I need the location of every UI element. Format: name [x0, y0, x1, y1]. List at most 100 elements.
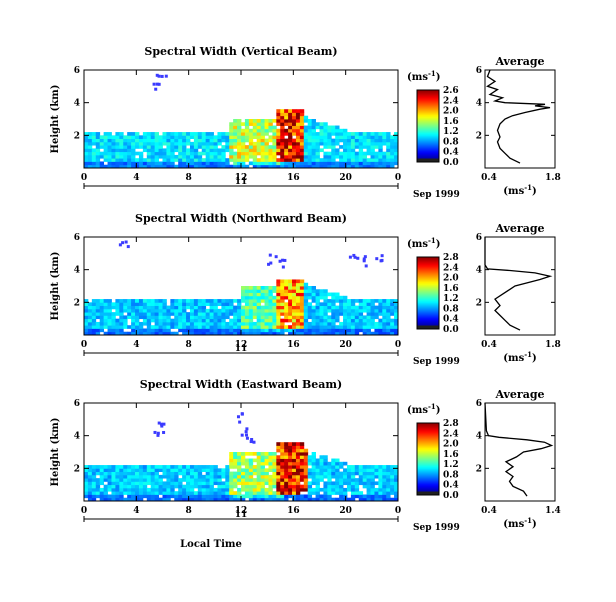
heatmap-cell [276, 135, 281, 139]
heatmap-cell [237, 328, 242, 333]
heatmap-cell [225, 299, 230, 303]
heatmap-cell [354, 158, 360, 162]
heatmap-cell [209, 321, 214, 326]
x-tick-label: 0 [395, 340, 401, 350]
heatmap-cell [335, 325, 340, 329]
heatmap-cell [154, 465, 159, 469]
heatmap-cell [135, 474, 140, 479]
colorbar-swatch [417, 475, 439, 478]
heatmap-cell [193, 321, 199, 326]
heatmap-cell [268, 289, 273, 293]
heatmap-cell [127, 487, 132, 492]
heatmap-cell [111, 318, 116, 323]
heatmap-cell [319, 305, 324, 310]
heatmap-cell [354, 491, 360, 495]
heatmap-cell [186, 478, 191, 482]
heatmap-cell [213, 465, 218, 469]
heatmap-cell [280, 292, 285, 297]
heatmap-cell [237, 478, 242, 482]
heatmap-cell [268, 151, 273, 156]
heatmap-cell [103, 491, 108, 495]
heatmap-cell [288, 458, 293, 463]
heatmap-cell [284, 497, 289, 502]
heatmap-cell [252, 122, 258, 126]
heatmap-cell [154, 312, 159, 316]
heatmap-cell [158, 135, 163, 139]
heatmap-cell [256, 305, 262, 310]
heatmap-cell [186, 315, 191, 320]
heatmap-cell [386, 331, 391, 336]
heatmap-cell [205, 474, 211, 479]
heatmap-cell [201, 484, 207, 489]
heatmap-cell [346, 471, 352, 476]
heatmap-cell [229, 138, 234, 143]
heatmap-cell [221, 481, 226, 486]
heatmap-cell [362, 468, 368, 472]
heatmap-cell [280, 286, 285, 290]
heatmap-cell [382, 478, 387, 482]
heatmap-cell [295, 458, 301, 463]
heatmap-cell [154, 164, 159, 169]
heatmap-cell [280, 308, 285, 313]
heatmap-cell [197, 138, 203, 143]
heatmap-cell [115, 308, 120, 313]
heatmap-cell [370, 484, 375, 489]
heatmap-cell [366, 315, 371, 320]
heatmap-cell [350, 487, 356, 492]
heatmap-cell [268, 286, 273, 290]
heatmap-cell [386, 497, 391, 502]
x-tick-label: 0 [81, 173, 87, 183]
heatmap-cell [178, 148, 183, 153]
heatmap-cell [331, 295, 336, 300]
heatmap-cell [170, 465, 175, 469]
echo-speck [353, 255, 357, 259]
heatmap-cell [276, 455, 281, 459]
heatmap-cell [292, 154, 297, 159]
colorbar-swatch [417, 287, 439, 290]
heatmap-cell [193, 478, 199, 482]
heatmap-cell [323, 461, 328, 466]
heatmap-cell [123, 158, 128, 162]
heatmap-cell [131, 158, 136, 162]
heatmap-cell [299, 145, 305, 149]
heatmap-cell [264, 289, 269, 293]
echo-speck [245, 427, 249, 431]
heatmap-cell [154, 471, 159, 476]
chart-panel-2: Spectral Width (Eastward Beam)642Height … [50, 378, 561, 550]
heatmap-cell [127, 305, 132, 310]
heatmap-cell [327, 328, 332, 333]
heatmap-cell [248, 154, 254, 159]
heatmap-cell [123, 318, 128, 323]
heatmap-cell [193, 484, 199, 489]
average-y-tick-label: 6 [476, 66, 482, 76]
heatmap-cell [303, 135, 309, 139]
heatmap-cell [138, 299, 144, 303]
heatmap-cell [299, 468, 305, 472]
heatmap-cell [229, 487, 234, 492]
heatmap-cell [295, 487, 301, 492]
heatmap-cell [107, 325, 112, 329]
heatmap-cell [307, 148, 313, 153]
heatmap-cell [370, 132, 375, 136]
heatmap-cell [299, 286, 305, 290]
heatmap-cell [295, 442, 301, 446]
heatmap-cell [209, 465, 214, 469]
heatmap-cell [378, 491, 383, 495]
heatmap-cell [237, 318, 242, 323]
heatmap-cell [248, 328, 254, 333]
heatmap-cell [256, 299, 262, 303]
heatmap-cell [327, 132, 332, 136]
heatmap-cell [268, 302, 273, 306]
heatmap-cell [378, 145, 383, 149]
heatmap-cell [99, 487, 105, 492]
heatmap-cell [127, 164, 132, 169]
heatmap-cell [295, 138, 301, 143]
heatmap-cell [307, 128, 313, 133]
heatmap-cell [382, 465, 387, 469]
heatmap-cell [241, 455, 246, 459]
heatmap-cell [107, 315, 112, 320]
heatmap-cell [217, 321, 222, 326]
heatmap-cell [315, 474, 320, 479]
heatmap-cell [193, 161, 199, 166]
heatmap-cell [135, 491, 140, 495]
